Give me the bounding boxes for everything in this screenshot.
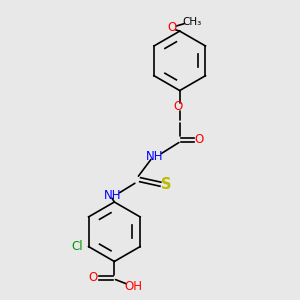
Text: O: O — [174, 100, 183, 113]
Text: NH: NH — [146, 150, 163, 163]
Text: S: S — [161, 177, 172, 192]
Text: NH: NH — [104, 189, 122, 202]
Text: O: O — [194, 133, 204, 146]
Text: OH: OH — [125, 280, 143, 292]
Text: O: O — [88, 271, 98, 284]
Text: Cl: Cl — [71, 240, 83, 253]
Text: O: O — [168, 21, 177, 34]
Text: CH₃: CH₃ — [182, 17, 201, 27]
